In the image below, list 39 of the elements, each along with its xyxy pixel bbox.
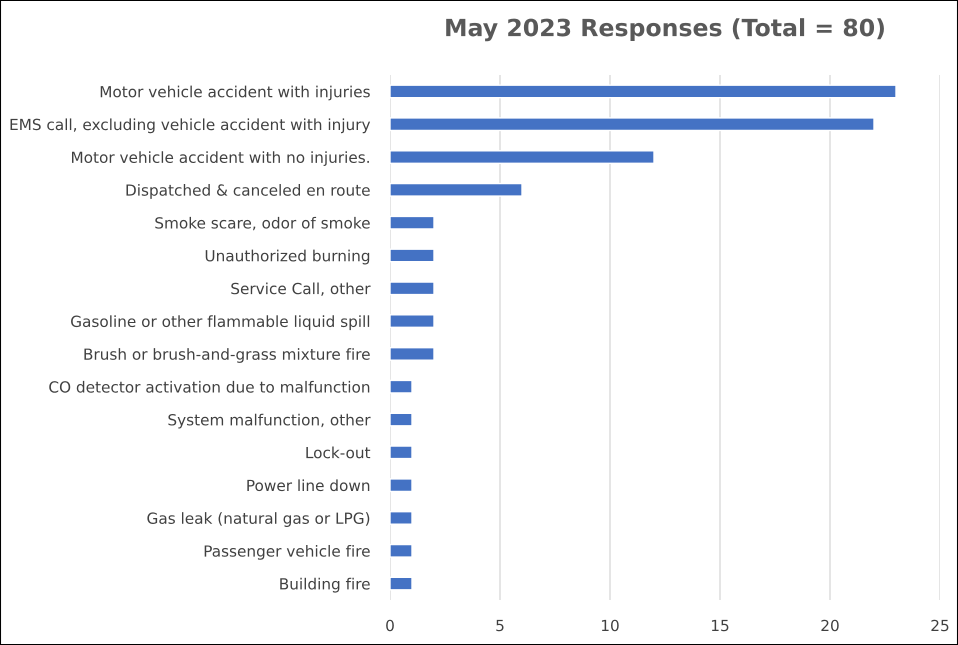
bar bbox=[390, 248, 435, 262]
y-tick-label: Dispatched & canceled en route bbox=[126, 184, 370, 199]
y-tick-label: Motor vehicle accident with no injuries. bbox=[72, 151, 369, 166]
bar bbox=[390, 346, 435, 361]
bar bbox=[390, 511, 413, 525]
y-tick-label: System malfunction, other bbox=[168, 414, 371, 429]
y-tick-label: CO detector activation due to malfunction bbox=[49, 380, 370, 393]
bar bbox=[390, 380, 413, 394]
bar bbox=[390, 544, 413, 558]
y-tick-label: Brush or brush-and-grass mixture fire bbox=[84, 348, 370, 363]
x-tick-label: 10 bbox=[602, 620, 619, 632]
bar bbox=[390, 412, 413, 426]
y-tick-label: Gas leak (natural gas or LPG) bbox=[147, 512, 370, 527]
y-tick-label: Power line down bbox=[247, 479, 370, 492]
bar bbox=[390, 576, 413, 591]
bar bbox=[390, 117, 875, 132]
bar bbox=[390, 478, 413, 492]
bar bbox=[390, 445, 413, 460]
bar bbox=[390, 281, 435, 296]
y-tick-label: Passenger vehicle fire bbox=[204, 544, 370, 560]
x-tick-label: 25 bbox=[931, 620, 948, 632]
bar bbox=[390, 84, 897, 98]
bar bbox=[390, 182, 523, 197]
x-tick-label: 15 bbox=[712, 620, 728, 632]
x-tick-label: 20 bbox=[821, 620, 839, 632]
bar bbox=[390, 314, 435, 328]
chart-title: May 2023 Responses (Total = 80) bbox=[446, 18, 884, 42]
y-tick-label: Motor vehicle accident with injuries bbox=[100, 86, 370, 100]
y-tick-label: Smoke scare, odor of smoke bbox=[155, 216, 370, 230]
y-tick-label: Lock-out bbox=[306, 446, 370, 458]
y-tick-label: Service Call, other bbox=[231, 282, 371, 296]
bar bbox=[390, 216, 435, 230]
bar bbox=[390, 150, 655, 164]
x-tick-label: 0 bbox=[386, 620, 394, 632]
y-tick-label: Unauthorized burning bbox=[206, 250, 370, 264]
y-tick-label: Building fire bbox=[280, 578, 370, 593]
y-tick-label: EMS call, excluding vehicle accident with injury bbox=[10, 118, 370, 134]
x-tick-label: 5 bbox=[496, 620, 504, 632]
y-tick-label: Gasoline or other flammable liquid spill bbox=[71, 315, 370, 330]
